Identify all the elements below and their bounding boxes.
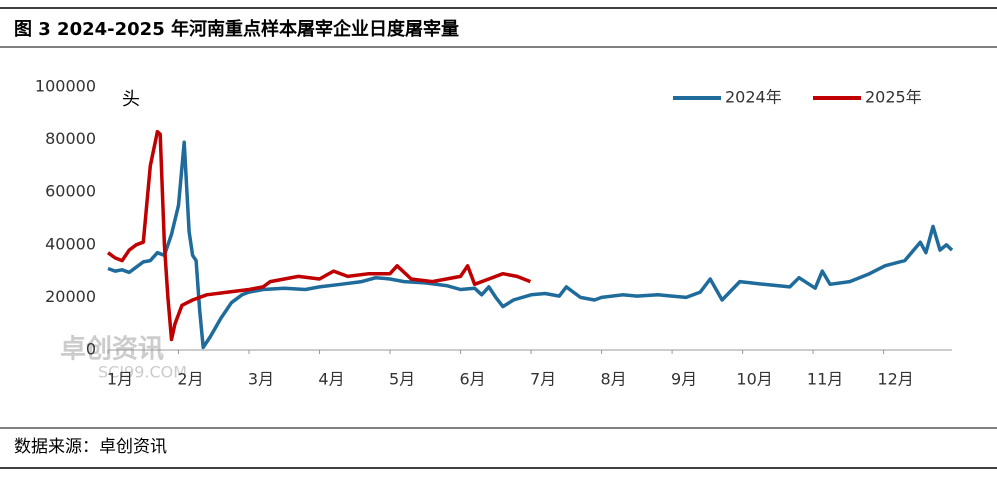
x-tick-label: 12月 <box>877 370 913 389</box>
x-tick-label: 11月 <box>807 370 843 389</box>
y-tick-label: 100000 <box>35 77 96 96</box>
x-tick-label: 8月 <box>600 370 626 389</box>
x-tick-label: 3月 <box>248 370 274 389</box>
x-tick-label: 4月 <box>318 370 344 389</box>
series-line <box>106 129 532 342</box>
source: 数据来源：卓创资讯 <box>14 437 167 457</box>
x-tick-label: 9月 <box>671 370 697 389</box>
watermark: SCI99.COM <box>98 363 187 382</box>
x-tick-label: 1月 <box>107 370 133 389</box>
legend-label: 2025年 <box>865 88 922 107</box>
chart-title: 图 3 2024-2025 年河南重点样本屠宰企业日度屠宰量 <box>14 18 459 40</box>
y-tick-label: 0 <box>86 340 96 359</box>
legend-label: 2024年 <box>725 88 782 107</box>
x-tick-label: 10月 <box>736 370 772 389</box>
y-tick-label: 80000 <box>45 129 96 148</box>
x-tick-label: 7月 <box>530 370 556 389</box>
y-tick-label: 40000 <box>45 234 96 253</box>
x-tick-label: 5月 <box>389 370 415 389</box>
x-tick-label: 6月 <box>459 370 485 389</box>
y-tick-label: 60000 <box>45 182 96 201</box>
unit-label: 头 <box>122 89 140 110</box>
y-tick-label: 20000 <box>45 287 96 306</box>
x-tick-label: 2月 <box>177 370 203 389</box>
series-line <box>107 140 954 350</box>
